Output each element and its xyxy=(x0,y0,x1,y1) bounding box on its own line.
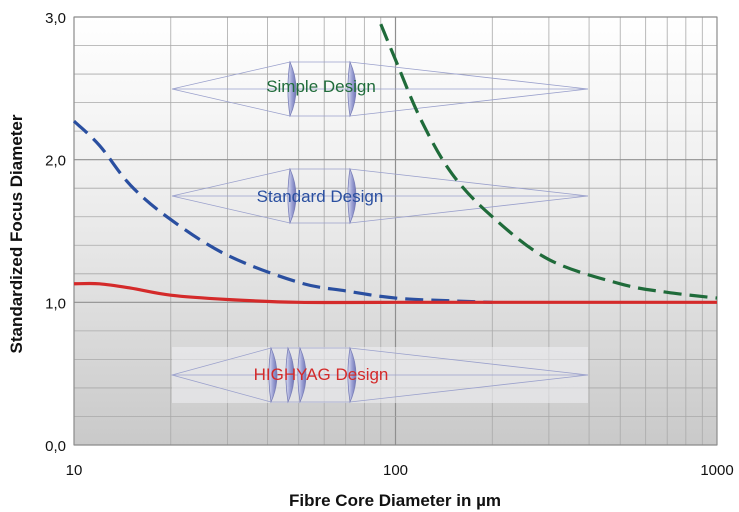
data-series xyxy=(72,23,718,305)
y-tick-label: 3,0 xyxy=(45,10,66,27)
x-tick-label: 100 xyxy=(383,462,408,479)
lens-icon xyxy=(347,346,357,404)
lens-icon xyxy=(347,167,357,225)
y-axis-title: Standardized Focus Diameter xyxy=(7,114,26,353)
lens-diagrams xyxy=(170,60,589,404)
x-tick-label: 1000 xyxy=(700,462,733,479)
y-tick-label: 2,0 xyxy=(45,153,66,170)
x-tick-label: 10 xyxy=(66,462,83,479)
chart-labels: 10 100 1000 0,0 1,0 2,0 3,0 Fibre Core Diameter… xyxy=(7,10,734,510)
y-tick-label: 0,0 xyxy=(45,438,66,455)
lens-icon xyxy=(268,346,278,404)
simple-design-label: Simple Design xyxy=(266,77,376,96)
standard-design-line xyxy=(72,119,493,304)
y-tick-label: 1,0 xyxy=(45,295,66,312)
lens-icon xyxy=(287,167,297,225)
plot-frame xyxy=(73,16,718,446)
standard-design-label: Standard Design xyxy=(257,187,384,206)
lens-icon xyxy=(347,60,357,118)
simple-design-line xyxy=(379,23,718,300)
lens-icon xyxy=(287,60,297,118)
lens-icon xyxy=(285,346,295,404)
lens-icon xyxy=(297,346,307,404)
x-axis-title: Fibre Core Diameter in µm xyxy=(289,491,501,510)
highyag-design-label: HIGHYAG Design xyxy=(254,365,389,384)
highyag-design-line xyxy=(73,281,717,305)
